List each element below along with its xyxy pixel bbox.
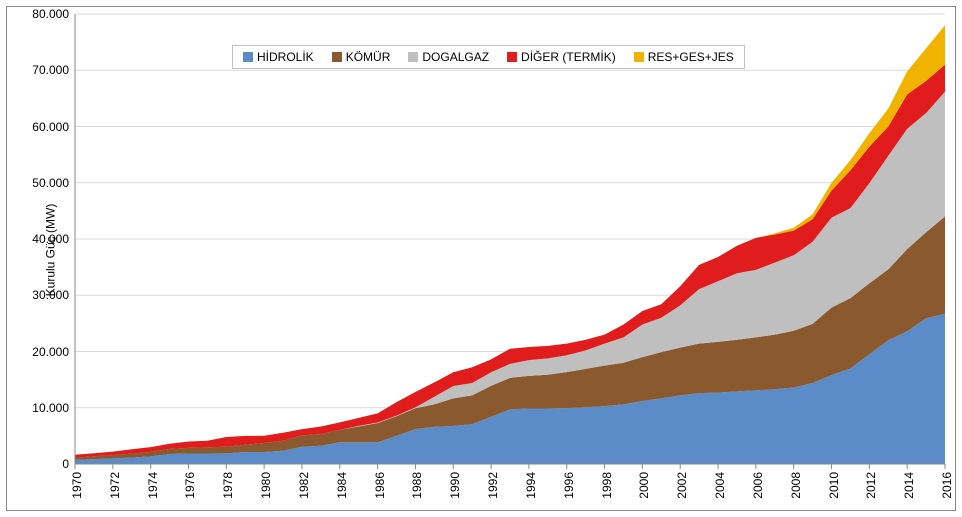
x-tick-labels: 1970197219741976197819801982198419861988…	[75, 466, 945, 514]
x-tick-label: 1988	[410, 472, 424, 499]
x-tick-label: 1986	[373, 472, 387, 499]
x-tick-label: 2002	[675, 472, 689, 499]
x-tick-label: 1996	[562, 472, 576, 499]
x-tick-label: 2012	[864, 472, 878, 499]
y-tick-label: 20.000	[14, 345, 69, 359]
x-tick-label: 1970	[70, 472, 84, 499]
x-tick-label: 1982	[297, 472, 311, 499]
y-tick-label: 40.000	[14, 232, 69, 246]
legend-label: DİĞER (TERMİK)	[521, 50, 616, 64]
y-tick-label: 0	[14, 457, 69, 471]
y-tick-label: 60.000	[14, 120, 69, 134]
y-tick-label: 10.000	[14, 401, 69, 415]
legend-label: DOGALGAZ	[422, 50, 489, 64]
legend-swatch	[408, 52, 418, 62]
x-tick-label: 1974	[146, 472, 160, 499]
plot-area	[75, 14, 945, 464]
x-tick-label: 1980	[259, 472, 273, 499]
legend-label: RES+GES+JES	[648, 50, 734, 64]
x-tick-label: 2008	[789, 472, 803, 499]
x-tick-label: 2000	[637, 472, 651, 499]
x-tick-label: 2016	[940, 472, 954, 499]
x-tick-label: 1984	[335, 472, 349, 499]
y-axis-label: Kurulu Güç (MW)	[43, 204, 57, 297]
x-tick-label: 1978	[221, 472, 235, 499]
legend-item: DİĞER (TERMİK)	[507, 50, 616, 64]
x-tick-label: 1990	[448, 472, 462, 499]
x-tick-label: 2014	[902, 472, 916, 499]
legend-swatch	[507, 52, 517, 62]
x-tick-label: 2004	[713, 472, 727, 499]
x-tick-label: 1992	[486, 472, 500, 499]
x-tick-label: 2006	[751, 472, 765, 499]
legend-item: DOGALGAZ	[408, 50, 489, 64]
y-tick-label: 70.000	[14, 63, 69, 77]
x-tick-label: 1976	[183, 472, 197, 499]
legend-swatch	[243, 52, 253, 62]
y-tick-label: 30.000	[14, 288, 69, 302]
legend-label: KÖMÜR	[346, 50, 391, 64]
x-tick-label: 1994	[524, 472, 538, 499]
legend-item: RES+GES+JES	[634, 50, 734, 64]
y-tick-label: 50.000	[14, 176, 69, 190]
x-tick-label: 1972	[108, 472, 122, 499]
legend: HİDROLİK KÖMÜR DOGALGAZ DİĞER (TERMİK) RES+G…	[232, 45, 745, 69]
x-tick-label: 2010	[827, 472, 841, 499]
legend-label: HİDROLİK	[257, 50, 314, 64]
legend-swatch	[332, 52, 342, 62]
y-tick-label: 80.000	[14, 7, 69, 21]
x-tick-label: 1998	[600, 472, 614, 499]
legend-item: HİDROLİK	[243, 50, 314, 64]
legend-item: KÖMÜR	[332, 50, 391, 64]
legend-swatch	[634, 52, 644, 62]
